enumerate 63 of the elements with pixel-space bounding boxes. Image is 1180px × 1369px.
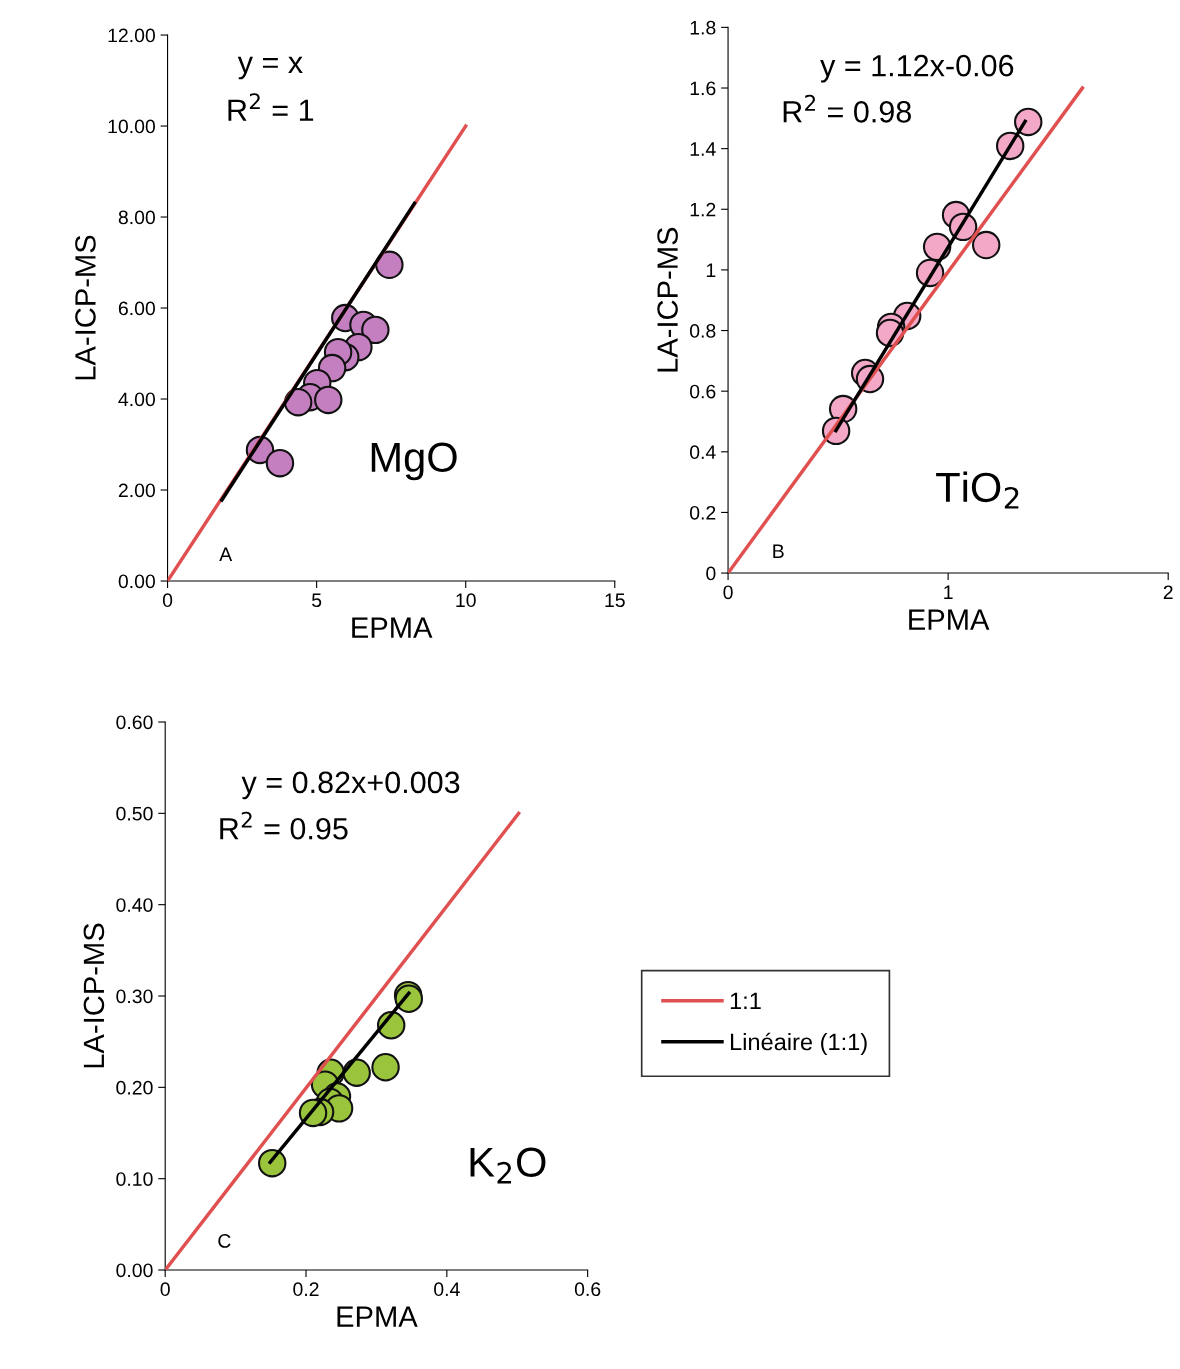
point <box>971 230 1001 260</box>
y-tick-label: 0.40 <box>116 898 153 912</box>
legend-label: Linéaire (1:1) <box>730 1032 867 1055</box>
x-tick-label: 0 <box>160 1282 170 1297</box>
y-tick-label: 1.2 <box>690 202 716 217</box>
x-tick-label: 0.6 <box>574 1282 601 1297</box>
y-tick-label: 4.00 <box>118 392 155 407</box>
y-tick-label: 0.30 <box>116 989 153 1004</box>
point <box>258 1148 287 1178</box>
annotation: R$^{2}$ = 0.95 <box>220 811 348 840</box>
y-axis-title: LA-ICP-MS <box>75 235 96 380</box>
y-axis-title: LA-ICP-MS <box>83 923 105 1068</box>
annotation: MgO <box>371 442 457 481</box>
annotation: A <box>219 547 233 561</box>
point <box>314 385 343 415</box>
y-tick-label: 8.00 <box>118 210 155 225</box>
x-tick-label: 1 <box>944 585 953 599</box>
y-tick-label: 0.2 <box>689 505 716 520</box>
point <box>361 315 390 345</box>
y-tick-label: 0.4 <box>689 445 716 460</box>
y-tick-label: 0.00 <box>118 574 155 589</box>
y-tick-label: 0.20 <box>116 1080 153 1095</box>
x-axis-title: EPMA <box>909 609 990 630</box>
y-tick-label: 1.4 <box>690 142 716 156</box>
y-tick-label: 2.00 <box>118 483 155 498</box>
y-tick-label: 0.60 <box>116 715 153 730</box>
point <box>371 1053 400 1082</box>
y-tick-label: 10.00 <box>108 119 155 134</box>
point <box>1014 107 1043 137</box>
y-tick-label: 12.00 <box>108 28 155 43</box>
x-tick-label: 5 <box>312 593 322 608</box>
y-tick-label: 1.6 <box>690 81 716 96</box>
y-axis-title: LA-ICP-MS <box>657 227 678 372</box>
x-axis-title: EPMA <box>337 1306 418 1327</box>
x-tick-label: 0.4 <box>434 1282 460 1297</box>
x-tick-label: 10 <box>456 593 476 608</box>
annotation: y = x <box>237 56 303 80</box>
annotation: R$^{2}$ = 0.98 <box>783 94 911 123</box>
y-tick-label: 0 <box>706 566 716 581</box>
y-tick-label: 0.50 <box>116 806 153 821</box>
y-tick-label: 6.00 <box>118 301 155 316</box>
y-tick-label: 1.8 <box>690 20 716 35</box>
annotation: K$_{2}$O <box>470 1147 546 1184</box>
point <box>265 448 295 478</box>
y-tick-label: 1 <box>706 263 716 277</box>
annotation: TiO$_{2}$ <box>936 471 1019 509</box>
y-tick-label: 0.6 <box>689 384 716 399</box>
legend-label: 1:1 <box>730 992 761 1009</box>
annotation: R$^{2}$ = 1 <box>228 93 314 121</box>
annotation: y = 0.82x+0.003 <box>241 771 460 800</box>
x-tick-label: 0 <box>162 593 173 608</box>
y-tick-label: 0.8 <box>689 324 716 338</box>
x-tick-label: 2 <box>1163 585 1173 599</box>
x-axis-title: EPMA <box>352 617 433 638</box>
annotation: C <box>218 1234 231 1248</box>
annotation: B <box>773 544 784 558</box>
point <box>375 250 404 280</box>
x-tick-label: 15 <box>605 593 625 608</box>
y-tick-label: 0.00 <box>116 1263 153 1278</box>
x-tick-label: 0 <box>723 585 733 600</box>
x-tick-label: 0.2 <box>293 1282 319 1297</box>
y-tick-label: 0.10 <box>116 1172 153 1186</box>
annotation: y = 1.12x-0.06 <box>820 54 1014 83</box>
